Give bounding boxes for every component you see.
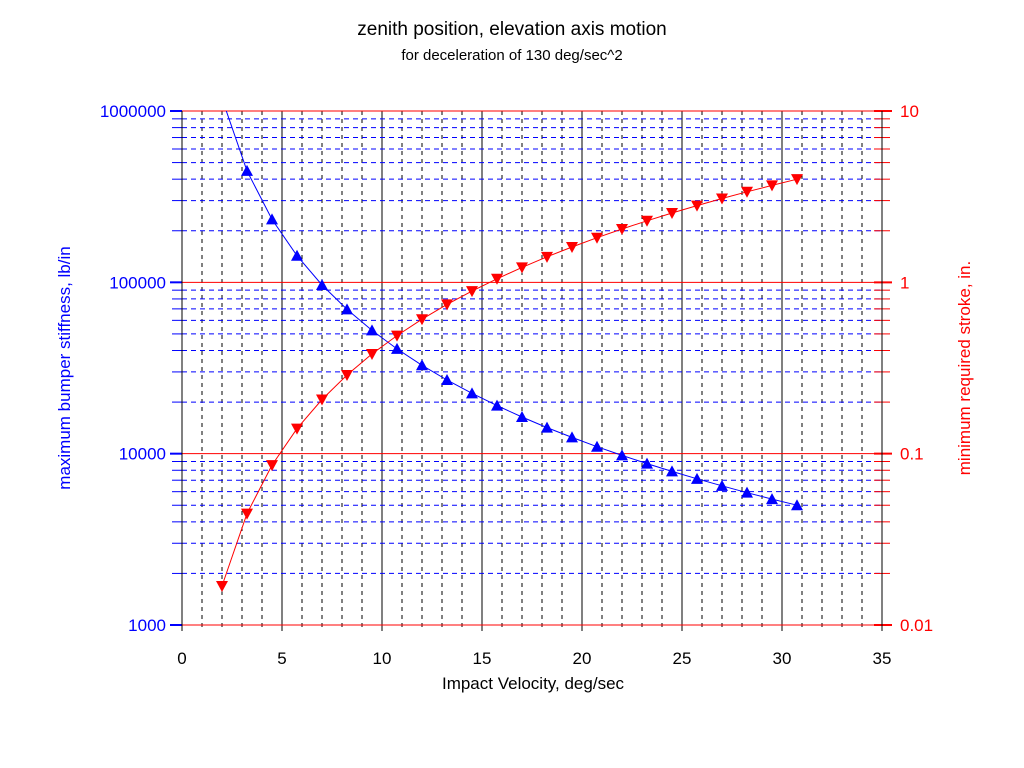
data-point-left bbox=[791, 499, 803, 511]
y-left-tick-label: 1000000 bbox=[100, 102, 166, 121]
x-tick-label: 30 bbox=[773, 649, 792, 668]
data-point-right bbox=[241, 508, 253, 520]
y-right-tick-label: 1 bbox=[900, 273, 909, 292]
axes: 0 5 10 15 20 25 30 35 1000 10000 100000 1000000 0.01… bbox=[100, 102, 933, 668]
data-point-right bbox=[216, 580, 228, 592]
chart-title: zenith position, elevation axis motion bbox=[357, 19, 666, 40]
data-point-left bbox=[441, 374, 453, 386]
data-point-left bbox=[516, 410, 528, 422]
y-right-tick-label: 10 bbox=[900, 102, 919, 121]
data-point-left bbox=[416, 359, 428, 371]
data-point-right bbox=[416, 314, 428, 326]
data-point-left bbox=[466, 387, 478, 399]
data-point-left bbox=[566, 431, 578, 443]
data-point-right bbox=[516, 262, 528, 274]
series bbox=[221, 111, 798, 587]
data-point-right bbox=[491, 273, 503, 285]
data-point-right bbox=[766, 180, 778, 192]
data-point-left bbox=[291, 249, 303, 261]
data-point-right bbox=[366, 348, 378, 360]
x-tick-label: 0 bbox=[177, 649, 186, 668]
y-axis-left-label: maximum bumper stiffness, lb/in bbox=[55, 246, 74, 489]
x-axis-label: Impact Velocity, deg/sec bbox=[442, 674, 625, 693]
data-point-right bbox=[566, 241, 578, 253]
data-point-right bbox=[441, 299, 453, 311]
data-point-left bbox=[691, 472, 703, 484]
data-point-right bbox=[641, 215, 653, 227]
x-tick-label: 20 bbox=[573, 649, 592, 668]
data-point-left bbox=[591, 440, 603, 452]
x-tick-label: 5 bbox=[277, 649, 286, 668]
data-point-right bbox=[341, 369, 353, 381]
data-point-left bbox=[266, 213, 278, 225]
data-point-left bbox=[341, 303, 353, 315]
data-point-right bbox=[266, 460, 278, 472]
data-point-left bbox=[716, 479, 728, 491]
x-tick-label: 25 bbox=[673, 649, 692, 668]
y-axis-right-label: minimum required stroke, in. bbox=[955, 261, 974, 475]
data-point-right bbox=[591, 232, 603, 244]
data-point-right bbox=[666, 208, 678, 220]
data-point-right bbox=[716, 193, 728, 205]
data-point-left bbox=[666, 465, 678, 477]
data-point-left bbox=[366, 324, 378, 336]
data-point-right bbox=[391, 330, 403, 342]
x-tick-label: 10 bbox=[373, 649, 392, 668]
data-point-left bbox=[741, 486, 753, 498]
data-point-right bbox=[541, 251, 553, 263]
y-left-tick-label: 10000 bbox=[119, 445, 166, 464]
x-tick-label: 35 bbox=[873, 649, 892, 668]
y-right-tick-label: 0.1 bbox=[900, 445, 924, 464]
data-point-left bbox=[616, 449, 628, 461]
data-point-right bbox=[691, 200, 703, 212]
series-line-left bbox=[225, 111, 798, 506]
data-point-left bbox=[491, 399, 503, 411]
data-point-right bbox=[741, 186, 753, 198]
x-tick-label: 15 bbox=[473, 649, 492, 668]
data-point-right bbox=[316, 394, 328, 406]
data-point-left bbox=[391, 342, 403, 354]
data-point-left bbox=[541, 421, 553, 433]
chart-subtitle: for deceleration of 130 deg/sec^2 bbox=[401, 47, 622, 64]
grid bbox=[170, 110, 882, 631]
data-point-right bbox=[466, 286, 478, 298]
y-right-tick-label: 0.01 bbox=[900, 616, 933, 635]
data-point-left bbox=[241, 164, 253, 176]
data-point-left bbox=[641, 457, 653, 469]
data-point-right bbox=[291, 423, 303, 435]
data-point-left bbox=[766, 493, 778, 505]
y-left-tick-label: 100000 bbox=[109, 273, 166, 292]
data-point-left bbox=[316, 278, 328, 290]
data-point-right bbox=[791, 174, 803, 186]
y-left-tick-label: 1000 bbox=[128, 616, 166, 635]
series-line-right bbox=[221, 178, 798, 587]
markers bbox=[216, 164, 803, 592]
data-point-right bbox=[616, 224, 628, 236]
